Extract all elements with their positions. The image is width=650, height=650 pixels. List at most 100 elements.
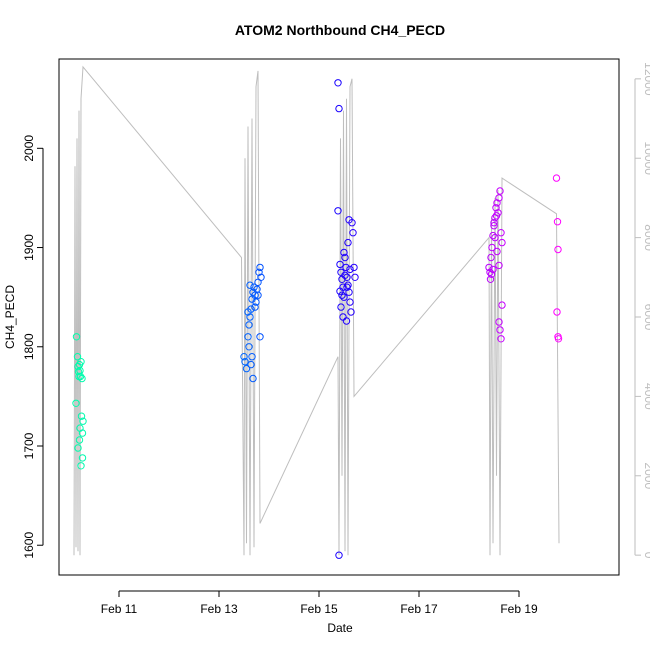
data-point (489, 231, 497, 240)
y2-tick-label: 4000 (642, 383, 650, 410)
data-point (492, 204, 500, 212)
data-point (343, 283, 351, 291)
data-point (247, 360, 255, 369)
data-point (485, 263, 493, 272)
data-point (495, 318, 503, 326)
data-point (76, 372, 85, 381)
data-point (256, 333, 264, 341)
data-point (345, 216, 353, 224)
data-point (248, 353, 256, 361)
data-point (72, 399, 80, 407)
data-point (249, 374, 257, 383)
data-point (498, 238, 506, 247)
points-layer (72, 79, 563, 559)
x-tick-label: Feb 11 (101, 602, 138, 616)
data-point (493, 247, 501, 256)
y-tick-label: 2000 (22, 135, 36, 162)
data-point (351, 273, 359, 281)
data-point (78, 374, 86, 383)
x-axis-label: Date (327, 621, 353, 635)
y-tick-label: 1900 (22, 234, 36, 261)
axes-layer: Feb 11 Feb 13 Feb 15 Feb 17 Feb 19 1600 1700 18… (22, 62, 650, 616)
data-point (342, 317, 351, 325)
data-point (77, 412, 86, 420)
data-point (241, 358, 249, 366)
data-point (489, 265, 497, 274)
data-point (254, 291, 262, 299)
data-point (342, 263, 350, 272)
chart-title: ATOM2 Northbound CH4_PECD (235, 22, 445, 38)
data-point (346, 265, 354, 274)
x-tick-label: Feb 13 (200, 602, 238, 616)
data-point (73, 353, 82, 361)
data-point (72, 333, 81, 341)
data-point (488, 243, 496, 252)
x-tick-label: Feb 19 (500, 602, 538, 616)
data-point (240, 353, 248, 361)
data-point (486, 275, 495, 283)
data-point (78, 429, 87, 437)
data-point (495, 261, 503, 270)
data-point (246, 313, 254, 321)
data-point (341, 253, 349, 262)
data-point (335, 104, 343, 113)
data-point (553, 218, 562, 226)
data-point (246, 281, 254, 289)
data-point (334, 79, 342, 87)
data-point (75, 436, 84, 444)
y-tick-label: 1700 (22, 432, 36, 459)
data-point (334, 207, 342, 215)
y2-tick-label: 12000 (642, 62, 650, 96)
y2-tick-label: 2000 (642, 462, 650, 489)
data-point (496, 326, 504, 334)
y-tick-label: 1800 (22, 333, 36, 360)
data-point (347, 308, 355, 316)
data-point (242, 364, 251, 373)
plot-frame (58, 58, 620, 576)
data-point (78, 454, 87, 462)
data-point (77, 462, 85, 470)
data-point (343, 273, 351, 281)
data-point (336, 287, 344, 295)
y2-tick-label: 10000 (642, 142, 650, 176)
data-point (487, 270, 496, 278)
data-point (245, 321, 253, 329)
data-point (335, 551, 343, 559)
data-point (497, 229, 505, 237)
data-point (495, 194, 503, 202)
data-point (497, 335, 505, 343)
y-axis-label: CH4_PECD (3, 285, 17, 349)
data-point (77, 358, 85, 366)
data-point (340, 248, 348, 257)
data-point (493, 199, 501, 207)
data-point (349, 229, 357, 237)
data-point (490, 222, 498, 230)
data-point (341, 271, 349, 279)
data-point (79, 417, 87, 425)
data-point (338, 291, 346, 299)
data-point (553, 308, 561, 316)
data-point (490, 219, 498, 227)
secondary-series-line (73, 65, 560, 556)
data-point (74, 444, 82, 452)
data-point (74, 367, 83, 376)
x-tick-label: Feb 15 (300, 602, 338, 616)
data-point (350, 263, 358, 272)
secondary-line-layer (73, 65, 560, 556)
data-point (255, 268, 263, 276)
data-point (496, 187, 504, 195)
data-point (345, 288, 353, 296)
data-point (244, 333, 252, 341)
data-point (256, 263, 264, 272)
y2-tick-label: 8000 (642, 224, 650, 251)
data-point (337, 303, 345, 311)
data-point (492, 212, 501, 220)
data-point (257, 273, 265, 281)
data-point (344, 238, 352, 247)
x-tick-label: Feb 17 (400, 602, 438, 616)
data-point (491, 233, 499, 242)
y2-tick-label: 0 (642, 552, 650, 559)
data-point (340, 293, 348, 301)
